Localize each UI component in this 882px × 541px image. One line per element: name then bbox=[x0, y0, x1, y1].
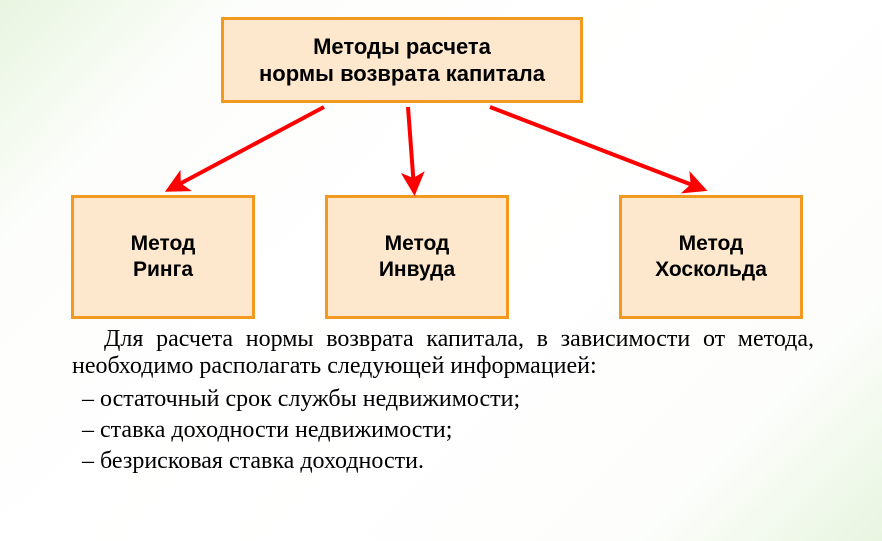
root-node: Методы расчета нормы возврата капитала bbox=[221, 17, 583, 103]
child1-line1: Метод bbox=[385, 232, 450, 255]
slide-stage: Методы расчета нормы возврата капитала М… bbox=[0, 0, 882, 541]
intro-paragraph: Для расчета нормы возврата капитала, в з… bbox=[72, 326, 814, 380]
root-line2: нормы возврата капитала bbox=[259, 61, 545, 86]
child0-line1: Метод bbox=[131, 232, 196, 255]
child-node-ring: Метод Ринга bbox=[71, 195, 255, 319]
child2-line1: Метод bbox=[679, 232, 744, 255]
child-node-inwood: Метод Инвуда bbox=[325, 195, 509, 319]
bullet-1: – остаточный срок службы недвижимости; bbox=[72, 386, 814, 413]
arrow-to-ring bbox=[172, 107, 324, 188]
bullet-2: – ставка доходности недвижимости; bbox=[72, 417, 814, 444]
child-node-hoskold: Метод Хоскольда bbox=[619, 195, 803, 319]
body-text: Для расчета нормы возврата капитала, в з… bbox=[72, 326, 814, 479]
child2-line2: Хоскольда bbox=[655, 258, 767, 281]
arrow-to-hoskold bbox=[490, 107, 700, 188]
bullet-3: – безрисковая ставка доходности. bbox=[72, 448, 814, 475]
child0-line2: Ринга bbox=[133, 258, 193, 281]
child1-line2: Инвуда bbox=[379, 258, 455, 281]
root-line1: Методы расчета bbox=[313, 34, 491, 59]
arrow-to-inwood bbox=[408, 107, 414, 188]
